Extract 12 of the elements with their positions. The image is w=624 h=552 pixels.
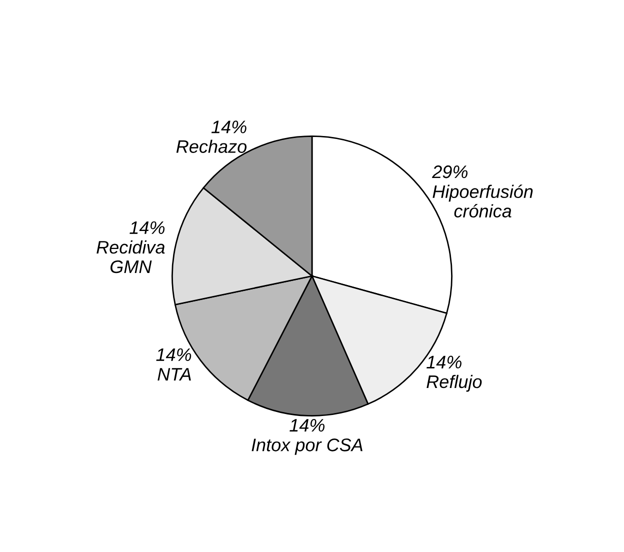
slice-label: Rechazo: [176, 140, 247, 153]
slice-label: Intox por CSA: [252, 438, 362, 455]
data-label: 14%: [290, 418, 325, 432]
slice-label: Hipoerfusión crónica: [432, 184, 533, 218]
data-label: 14%: [130, 221, 165, 234]
slice-label: NTA: [158, 368, 191, 381]
slice-label: Recidiva GMN: [96, 240, 165, 274]
slice-label: Reflujo: [426, 374, 482, 392]
data-label: 14%: [156, 348, 192, 361]
data-label: 29%: [432, 165, 468, 178]
data-label: 14%: [211, 120, 246, 134]
data-label: 14%: [426, 356, 462, 368]
